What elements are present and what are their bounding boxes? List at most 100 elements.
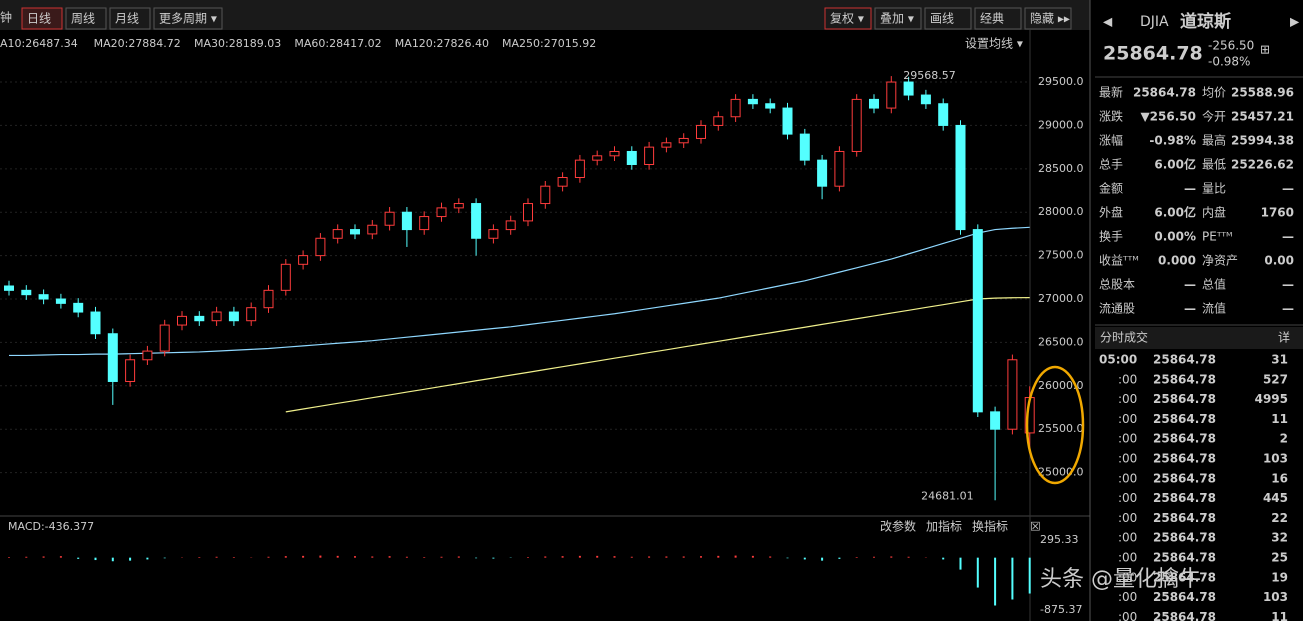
candle-body bbox=[782, 107, 793, 135]
quote-value: — bbox=[1282, 230, 1294, 244]
period-tab[interactable] bbox=[21, 7, 63, 30]
candle-body bbox=[696, 124, 706, 139]
quote-value: — bbox=[1184, 278, 1196, 292]
add-button[interactable]: ⊞ bbox=[1260, 43, 1270, 57]
tool-button[interactable] bbox=[874, 7, 922, 30]
tool-label: 画线 bbox=[930, 12, 954, 26]
quote-name: 道琼斯 bbox=[1180, 11, 1231, 32]
quote-label: 均价 bbox=[1202, 86, 1226, 100]
trade-volume: 19 bbox=[1271, 570, 1288, 584]
macd-button[interactable]: 改参数 bbox=[880, 519, 916, 534]
quote-value: 0.00% bbox=[1154, 230, 1196, 244]
quote-code: DJIA bbox=[1140, 14, 1169, 30]
quote-label: 总值 bbox=[1202, 277, 1226, 292]
period-tab[interactable] bbox=[153, 7, 223, 30]
y-tick-label: 26000.0 bbox=[1038, 379, 1084, 392]
candle-body bbox=[73, 302, 84, 313]
trade-time: :00 bbox=[1118, 610, 1137, 621]
quote-price: 25864.78 bbox=[1103, 43, 1203, 65]
candle-body bbox=[21, 289, 32, 296]
candle-body bbox=[401, 211, 412, 231]
candle-body bbox=[90, 311, 101, 335]
trade-volume: 527 bbox=[1263, 372, 1288, 386]
y-tick-label: 26500.0 bbox=[1038, 335, 1084, 348]
y-tick-label: 25000.0 bbox=[1038, 466, 1084, 479]
trade-time: 05:00 bbox=[1099, 353, 1137, 367]
candle-body bbox=[765, 103, 776, 109]
quote-value: — bbox=[1184, 182, 1196, 196]
candle-body bbox=[384, 211, 395, 226]
period-label: 月线 bbox=[115, 12, 139, 26]
macd-label: MACD:-436.377 bbox=[8, 520, 94, 533]
period-tab[interactable] bbox=[65, 7, 107, 30]
tool-label: 经典 bbox=[980, 12, 1004, 26]
candle-body bbox=[747, 98, 758, 105]
candle-body bbox=[436, 207, 447, 218]
period-tab[interactable] bbox=[109, 7, 151, 30]
candle-body bbox=[453, 203, 464, 209]
candle-body bbox=[142, 350, 153, 361]
quote-value: 6.00亿 bbox=[1154, 205, 1196, 220]
candle-body bbox=[107, 333, 118, 382]
candle-body bbox=[938, 103, 949, 126]
toolbar-label: 钟 bbox=[0, 10, 12, 25]
nav-arrow[interactable]: ▶ bbox=[1290, 15, 1300, 29]
nav-arrow[interactable]: ◀ bbox=[1103, 15, 1113, 29]
trade-volume: 11 bbox=[1271, 412, 1288, 426]
candle-body bbox=[332, 229, 343, 239]
candle-body bbox=[246, 307, 257, 322]
y-tick-label: 28500.0 bbox=[1038, 162, 1084, 175]
ma-settings[interactable]: 设置均线 ▾ bbox=[965, 37, 1023, 51]
trade-volume: 103 bbox=[1263, 452, 1288, 466]
trade-price: 25864.78 bbox=[1153, 491, 1216, 505]
y-tick-label: 25500.0 bbox=[1038, 422, 1084, 435]
macd-button[interactable]: 加指标 bbox=[926, 519, 962, 534]
tool-label: 复权 ▾ bbox=[830, 12, 864, 26]
y-tick-label: 29000.0 bbox=[1038, 118, 1084, 131]
trade-price: 25864.78 bbox=[1153, 392, 1216, 406]
tool-label: 隐藏 ▸▸ bbox=[1030, 12, 1070, 26]
quote-value: ▼256.50 bbox=[1140, 110, 1196, 124]
macd-button[interactable]: 换指标 bbox=[972, 519, 1008, 534]
ma-label: MA120:27826.40 bbox=[395, 37, 489, 50]
y-tick-label: 28000.0 bbox=[1038, 205, 1084, 218]
close-button[interactable]: ☒ bbox=[1030, 520, 1041, 534]
trade-volume: 22 bbox=[1271, 511, 1288, 525]
quote-label: 最高 bbox=[1202, 133, 1226, 148]
tool-button[interactable] bbox=[1024, 7, 1072, 30]
tool-button[interactable] bbox=[974, 7, 1022, 30]
trades-detail[interactable]: 详 bbox=[1278, 330, 1290, 345]
ma-label: A10:26487.34 bbox=[0, 37, 78, 50]
candle-body bbox=[194, 315, 205, 322]
tool-button[interactable] bbox=[824, 7, 872, 30]
ma-label: MA60:28417.02 bbox=[294, 37, 381, 50]
candle-body bbox=[263, 289, 274, 309]
trade-price: 25864.78 bbox=[1153, 511, 1216, 525]
quote-value: 25226.62 bbox=[1231, 158, 1294, 172]
macd-tick-label: 295.33 bbox=[1040, 533, 1079, 546]
candle-body bbox=[350, 229, 360, 235]
tool-button[interactable] bbox=[924, 7, 972, 30]
period-label: 更多周期 ▾ bbox=[159, 12, 217, 26]
candle-body bbox=[955, 124, 966, 231]
candle-body bbox=[678, 137, 689, 144]
trade-volume: 25 bbox=[1271, 551, 1288, 565]
ma-line bbox=[9, 226, 1030, 357]
candle-body bbox=[505, 220, 516, 231]
candle-body bbox=[4, 285, 14, 291]
candle-body bbox=[177, 315, 187, 326]
trade-time: :00 bbox=[1118, 491, 1137, 505]
watermark: 头条 @量化擒牛 bbox=[1040, 567, 1201, 592]
trade-price: 25864.78 bbox=[1153, 353, 1216, 367]
trade-price: 25864.78 bbox=[1153, 471, 1216, 485]
y-tick-label: 27000.0 bbox=[1038, 292, 1084, 305]
quote-value: — bbox=[1282, 278, 1294, 292]
y-tick-label: 27500.0 bbox=[1038, 249, 1084, 262]
candle-body bbox=[280, 263, 291, 291]
quote-label: 涨幅 bbox=[1099, 133, 1123, 148]
candle-body bbox=[920, 94, 931, 105]
candle-body bbox=[851, 98, 862, 152]
candle-body bbox=[574, 159, 585, 179]
